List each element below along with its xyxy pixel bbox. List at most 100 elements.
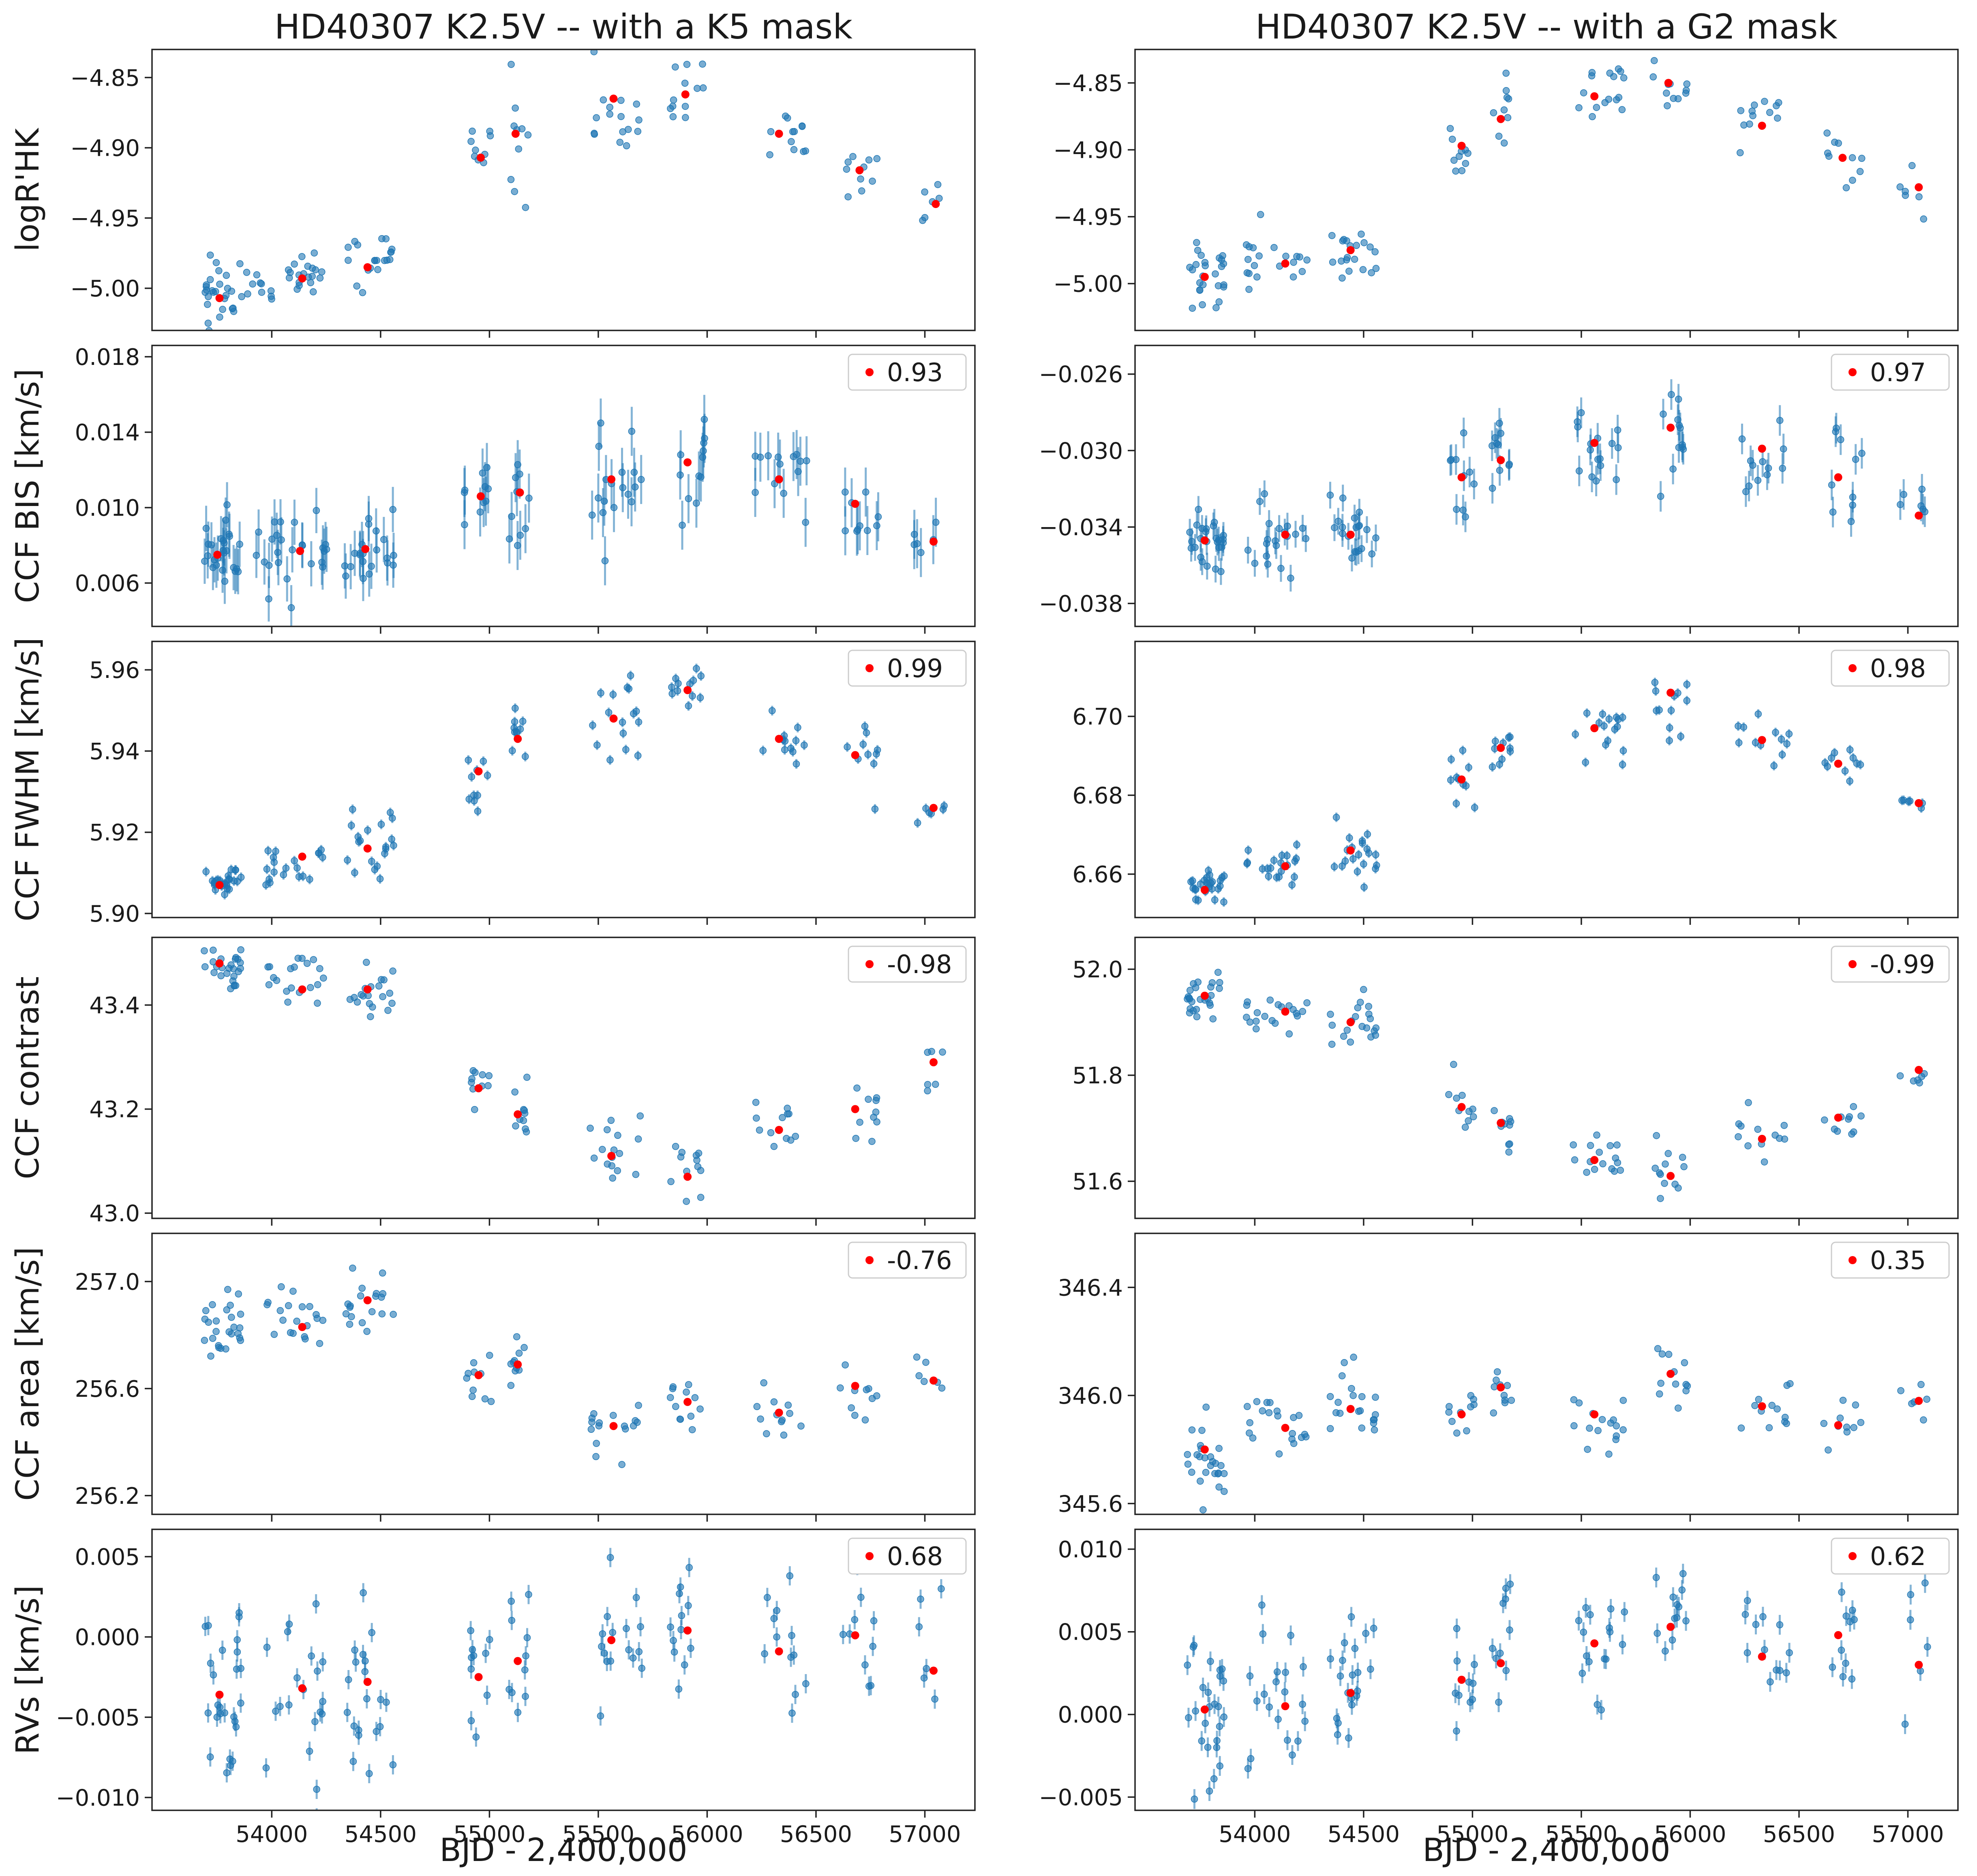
data-point: [1368, 550, 1375, 557]
data-point: [1246, 1429, 1253, 1437]
binned-mean-point: [1200, 273, 1209, 281]
data-point: [1448, 756, 1455, 763]
data-point: [1755, 1396, 1763, 1403]
data-point: [1289, 1751, 1296, 1759]
binned-mean-point: [476, 492, 485, 501]
data-point: [1831, 749, 1838, 757]
data-point: [1471, 804, 1478, 811]
data-point: [226, 532, 233, 540]
binned-mean-point: [1457, 1103, 1466, 1111]
data-point: [219, 566, 226, 574]
data-point: [1781, 1418, 1789, 1426]
y-tick-label: −0.010: [56, 1785, 140, 1811]
y-tick-label: 0.006: [75, 570, 140, 597]
data-point: [1848, 154, 1856, 161]
binned-mean-point: [1834, 473, 1842, 482]
data-point: [1607, 1419, 1615, 1427]
data-point: [786, 1572, 794, 1580]
binned-mean-point: [1281, 1008, 1289, 1016]
data-point: [351, 869, 358, 877]
data-point: [277, 518, 284, 525]
data-point: [308, 560, 315, 568]
data-point: [788, 138, 795, 146]
data-point: [601, 557, 609, 564]
data-point: [470, 1652, 478, 1659]
data-point: [1243, 1014, 1250, 1021]
data-point: [669, 103, 677, 110]
data-point: [377, 821, 385, 828]
binned-mean-point: [514, 1360, 522, 1369]
data-point: [871, 805, 879, 813]
data-point: [1737, 149, 1744, 157]
data-point: [1266, 996, 1274, 1004]
data-point: [1299, 1008, 1307, 1015]
binned-mean-point: [298, 1323, 306, 1331]
data-point: [1897, 1387, 1904, 1394]
data-point: [1656, 706, 1663, 714]
subplot-1-2: 6.66 6.68 6.70 0.98: [1072, 641, 1959, 925]
y-axis-label: logR'HK: [10, 127, 46, 251]
binned-mean-point: [1834, 1631, 1842, 1639]
data-point: [1270, 244, 1278, 251]
data-point: [1737, 1424, 1745, 1432]
binned-mean-point: [1666, 1172, 1675, 1180]
data-point: [346, 1321, 353, 1328]
data-point: [376, 1723, 384, 1730]
data-point: [778, 1418, 785, 1426]
binned-mean-point: [775, 1126, 783, 1134]
data-point: [486, 1352, 493, 1359]
data-point: [1606, 1142, 1614, 1149]
data-point: [599, 1146, 606, 1153]
binned-mean-point: [1497, 744, 1505, 752]
x-tick-label: 54000: [236, 1821, 308, 1848]
data-point: [1592, 477, 1600, 485]
data-point: [590, 1154, 598, 1162]
data-point: [1918, 485, 1926, 493]
data-point: [1459, 1091, 1466, 1099]
data-point: [1445, 1091, 1452, 1098]
data-point: [920, 1674, 928, 1682]
data-point: [289, 1329, 297, 1337]
binned-mean-point: [851, 500, 859, 508]
data-point: [1772, 729, 1779, 736]
data-point: [358, 1319, 366, 1327]
data-point: [619, 718, 626, 726]
data-point: [1450, 1061, 1457, 1068]
data-point: [770, 1143, 778, 1150]
data-point: [1602, 741, 1609, 748]
data-point: [522, 753, 529, 760]
data-point: [1738, 435, 1746, 443]
data-point: [1291, 873, 1298, 881]
data-point: [873, 522, 880, 530]
data-point: [1198, 1427, 1206, 1434]
y-tick-label: 0.005: [75, 1544, 140, 1570]
subplot-0-5: 54000 54500 55000 55500 56000 56500 57000 −0.01…: [10, 1529, 976, 1848]
data-point: [632, 1594, 640, 1602]
data-point: [1203, 874, 1210, 881]
data-point: [1360, 883, 1368, 891]
data-point: [1742, 488, 1750, 495]
data-point: [940, 802, 948, 810]
data-point: [1780, 1121, 1788, 1129]
data-point: [1349, 1392, 1357, 1399]
binned-mean-point: [607, 1152, 616, 1160]
data-point: [314, 1667, 321, 1675]
data-point: [792, 737, 800, 744]
subplot-1-4: 345.6 346.0 346.4 0.35: [1058, 1233, 1959, 1522]
data-point: [1675, 1184, 1682, 1192]
binned-mean-point: [1457, 775, 1466, 784]
data-point: [1450, 157, 1458, 164]
data-point: [1768, 1402, 1776, 1409]
data-point: [617, 113, 625, 120]
data-point: [318, 559, 326, 566]
data-point: [685, 1564, 693, 1571]
y-tick-label: −0.030: [1039, 438, 1123, 464]
subplot-1-3: 51.6 51.8 52.0 -0.99: [1072, 937, 1959, 1226]
data-point: [270, 974, 277, 982]
data-point: [512, 705, 519, 712]
data-marks: [1187, 678, 1926, 907]
data-point: [1299, 1700, 1306, 1708]
data-point: [637, 476, 645, 483]
data-point: [351, 1647, 358, 1654]
data-point: [1766, 109, 1774, 116]
